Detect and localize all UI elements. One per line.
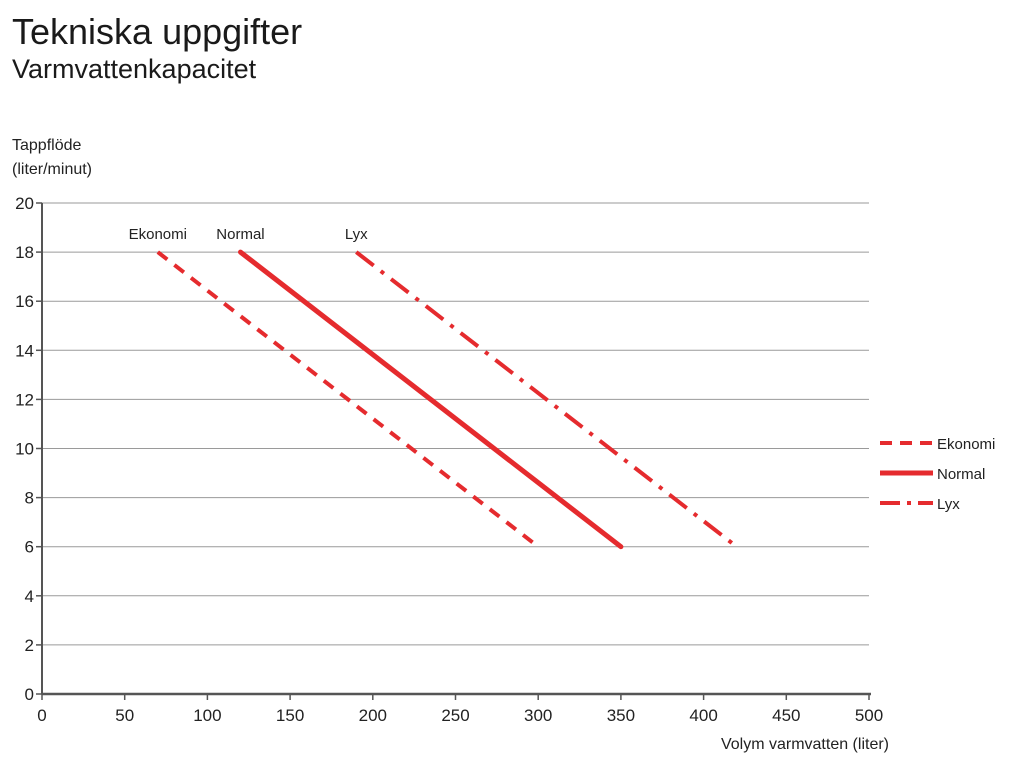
y-tick-label: 6 — [25, 538, 34, 557]
legend-label-normal: Normal — [937, 466, 985, 483]
x-axis-title: Volym varmvatten (liter) — [721, 736, 889, 753]
y-tick-label: 20 — [15, 194, 34, 213]
x-tick-label: 0 — [37, 706, 46, 725]
page-subtitle: Varmvattenkapacitet — [12, 54, 257, 84]
series-line-ekonomi — [156, 250, 540, 549]
x-tick-label: 50 — [115, 706, 134, 725]
y-tick-label: 4 — [25, 587, 34, 606]
x-tick-label: 150 — [276, 706, 304, 725]
series-label-ekonomi: Ekonomi — [129, 226, 187, 243]
x-tick-label: 400 — [689, 706, 717, 725]
x-tick-label: 300 — [524, 706, 552, 725]
x-tick-label: 100 — [193, 706, 221, 725]
x-tick-label: 250 — [441, 706, 469, 725]
y-tick-label: 12 — [15, 390, 34, 409]
series-label-lyx: Lyx — [345, 226, 368, 243]
series-line-normal — [237, 249, 624, 550]
grid-lines — [42, 202, 869, 646]
y-tick-label: 2 — [25, 636, 34, 655]
series-lines — [156, 249, 738, 550]
series-labels: Ekonomi Normal Lyx — [129, 226, 369, 243]
x-tick-label: 500 — [855, 706, 883, 725]
x-tick-label: 200 — [359, 706, 387, 725]
y-tick-label: 10 — [15, 440, 34, 459]
x-tick-label: 350 — [607, 706, 635, 725]
y-tick-label: 16 — [15, 292, 34, 311]
series-label-normal: Normal — [216, 226, 264, 243]
legend: Ekonomi Normal Lyx — [880, 436, 995, 513]
y-axis-title: Tappflöde — [12, 137, 81, 154]
y-tick-label: 14 — [15, 341, 34, 360]
axis-titles: Tappflöde (liter/minut) Volym varmvatten (… — [12, 137, 889, 753]
legend-label-lyx: Lyx — [937, 496, 960, 513]
axes — [36, 202, 871, 700]
y-tick-label: 8 — [25, 489, 34, 508]
y-tick-label: 18 — [15, 243, 34, 262]
legend-label-ekonomi: Ekonomi — [937, 436, 995, 453]
y-tick-label: 0 — [25, 685, 34, 704]
y-axis-title: (liter/minut) — [12, 161, 92, 178]
series-line-lyx — [355, 250, 738, 549]
page-title: Tekniska uppgifter — [12, 11, 303, 52]
x-tick-label: 450 — [772, 706, 800, 725]
